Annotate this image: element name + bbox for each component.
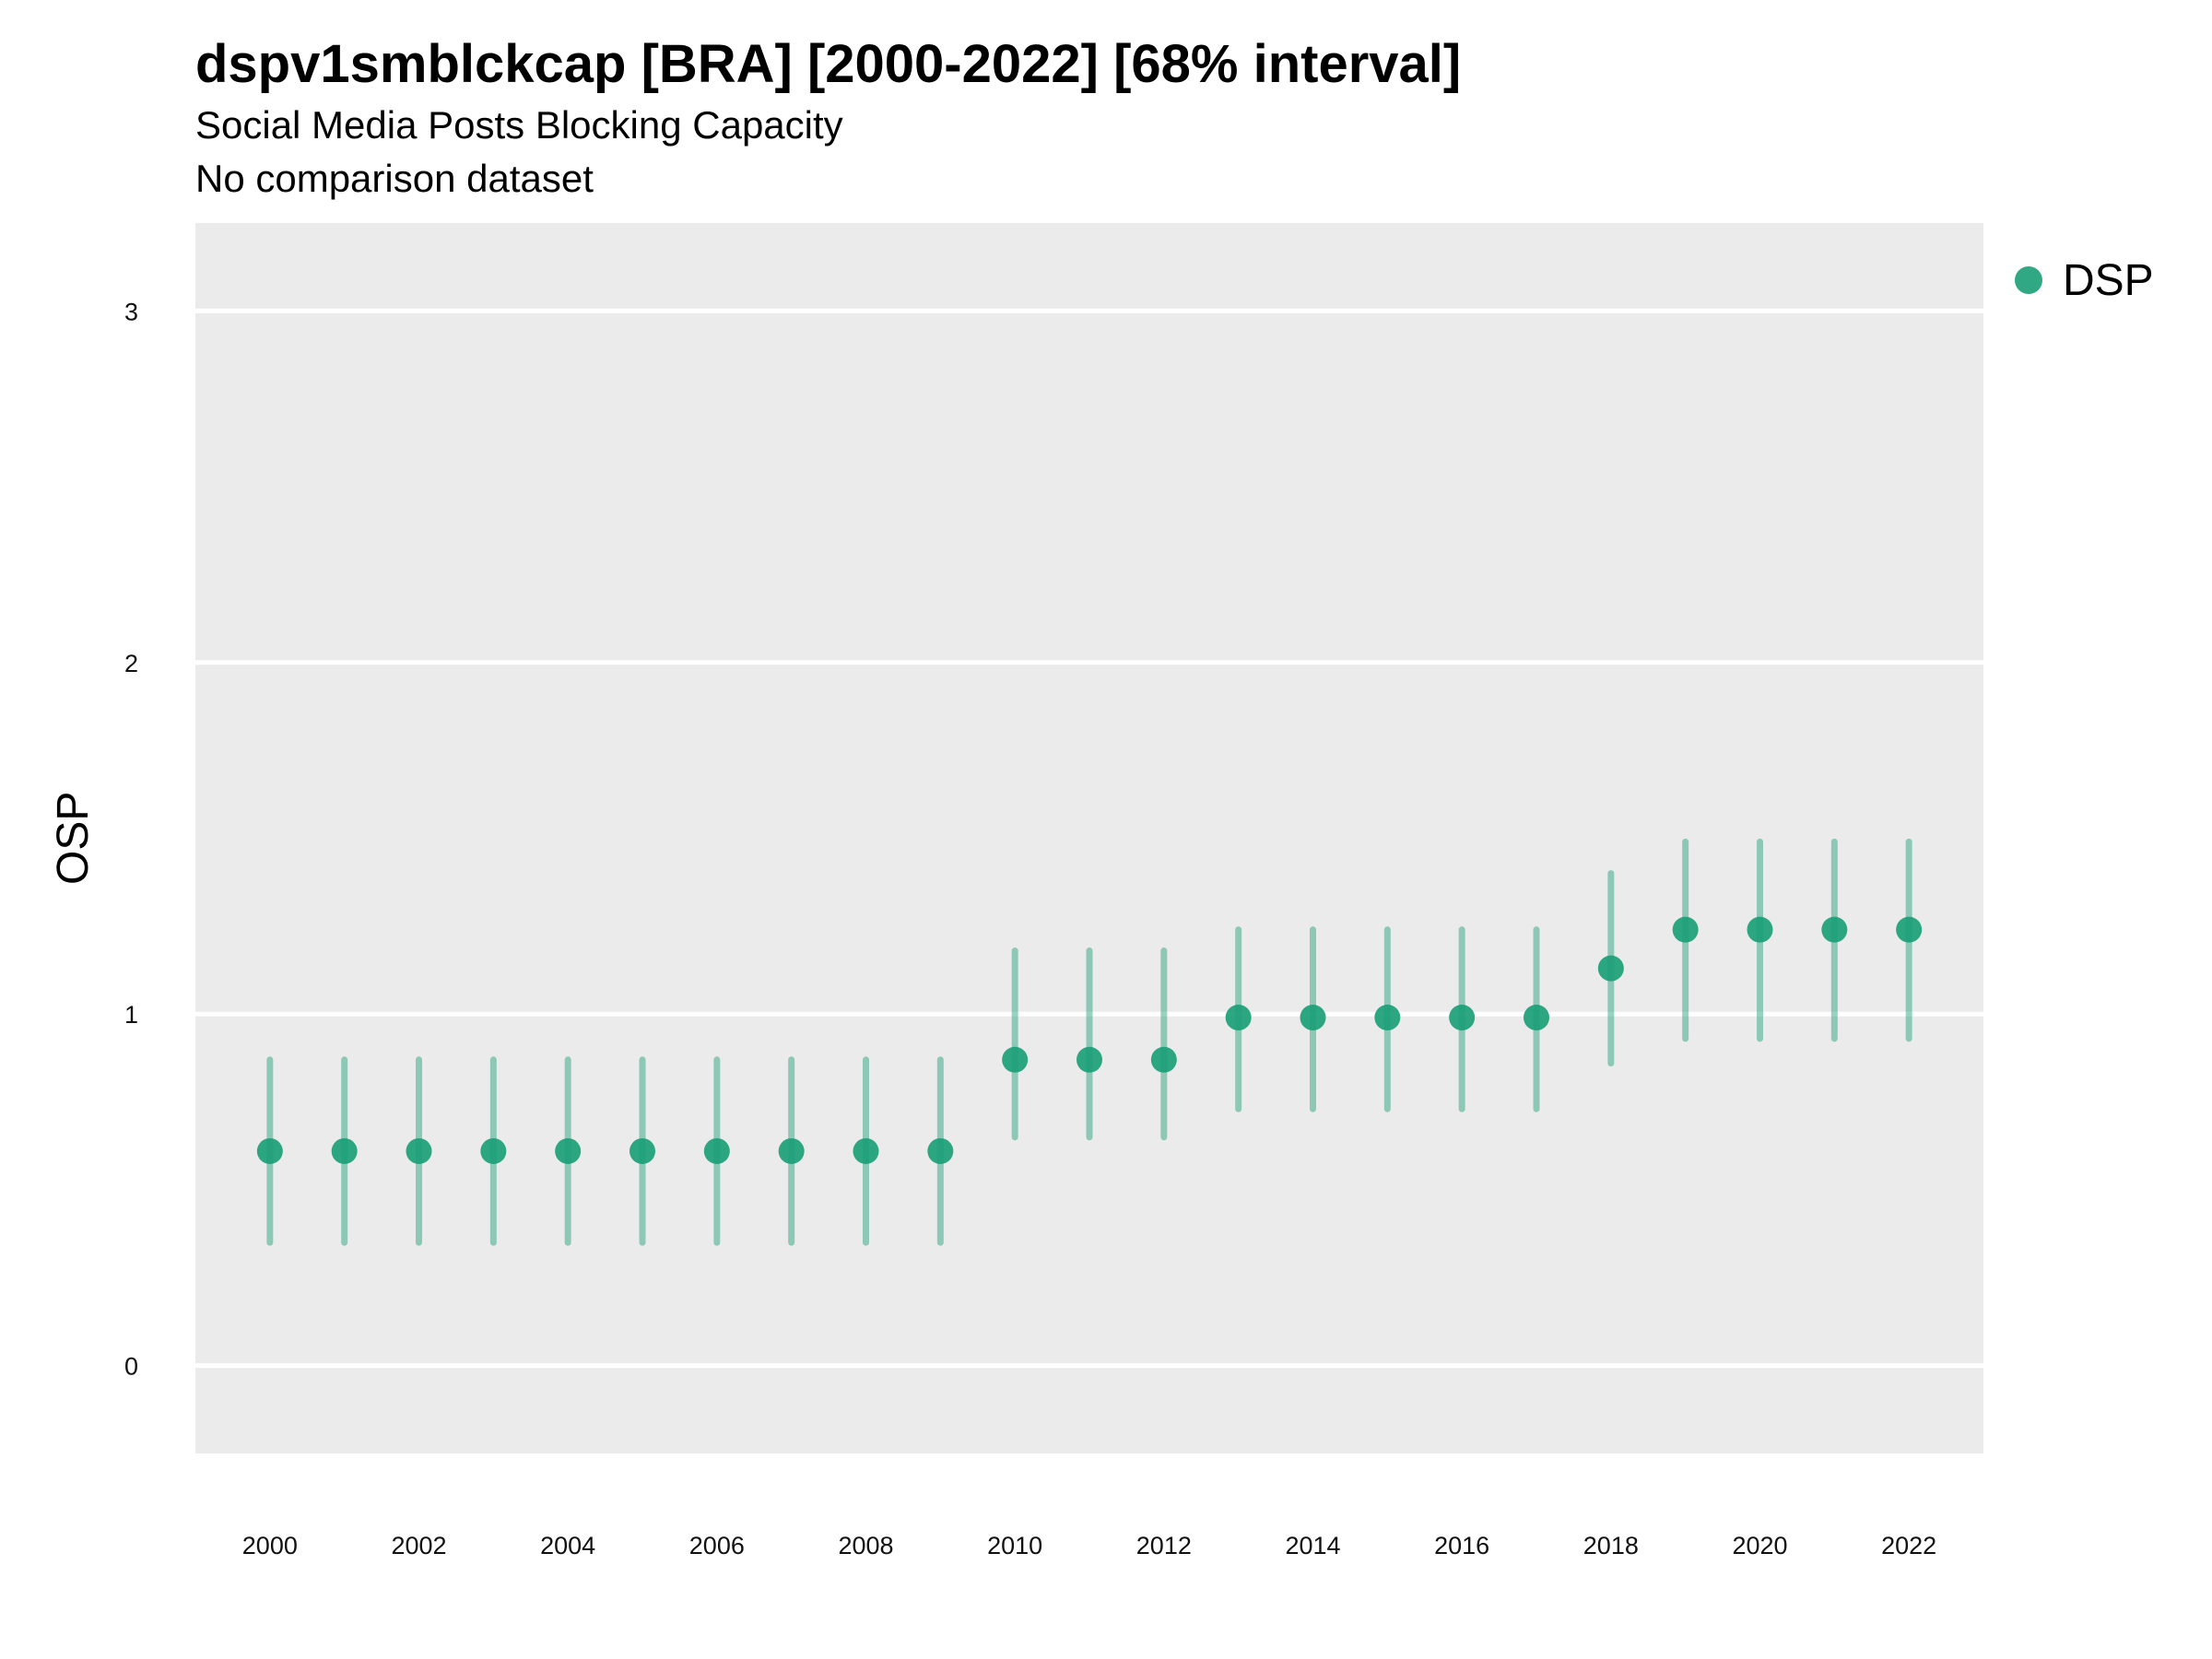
data-point [406,1137,432,1164]
data-point [853,1137,879,1164]
data-point [1821,916,1848,943]
legend: DSP [2015,253,2154,308]
data-point [778,1137,805,1164]
legend-marker [2015,266,2042,294]
data-point [1150,1046,1177,1073]
x-tick-label: 2018 [1583,1532,1639,1559]
x-tick-label: 2016 [1434,1532,1489,1559]
x-tick-label: 2002 [391,1532,446,1559]
x-tick-label: 2012 [1136,1532,1192,1559]
data-point [703,1137,730,1164]
chart-title: dspv1smblckcap [BRA] [2000-2022] [68% in… [195,34,1462,94]
y-tick-label: 1 [124,1001,138,1029]
data-point [1672,916,1699,943]
data-point [331,1137,358,1164]
data-point [480,1137,507,1164]
data-point [1300,1005,1326,1031]
data-point [1747,916,1773,943]
x-tick-label: 2022 [1881,1532,1936,1559]
data-point [555,1137,582,1164]
chart-subtitle: Social Media Posts Blocking Capacity [195,103,843,147]
x-tick-label: 2014 [1285,1532,1340,1559]
chart-caption: No comparison dataset [195,157,594,200]
data-point [1002,1046,1029,1073]
x-tick-label: 2004 [540,1532,595,1559]
y-tick-label: 0 [124,1353,138,1381]
data-point [1896,916,1923,943]
data-point [1449,1005,1476,1031]
data-point [927,1137,954,1164]
data-point [1597,955,1624,982]
data-point [1374,1005,1401,1031]
plot-panel [195,223,1983,1453]
data-point [629,1137,655,1164]
x-tick-label: 2008 [838,1532,893,1559]
x-tick-label: 2000 [242,1532,298,1559]
data-point [1077,1046,1102,1073]
x-tick-label: 2010 [987,1532,1042,1559]
x-tick-label: 2020 [1732,1532,1787,1559]
data-point [256,1137,283,1164]
y-tick-label: 2 [124,650,138,677]
y-tick-label: 3 [124,298,138,325]
data-point [1225,1005,1252,1031]
legend-label: DSP [2063,255,2154,305]
data-point [1524,1005,1549,1031]
x-tick-label: 2006 [689,1532,745,1559]
